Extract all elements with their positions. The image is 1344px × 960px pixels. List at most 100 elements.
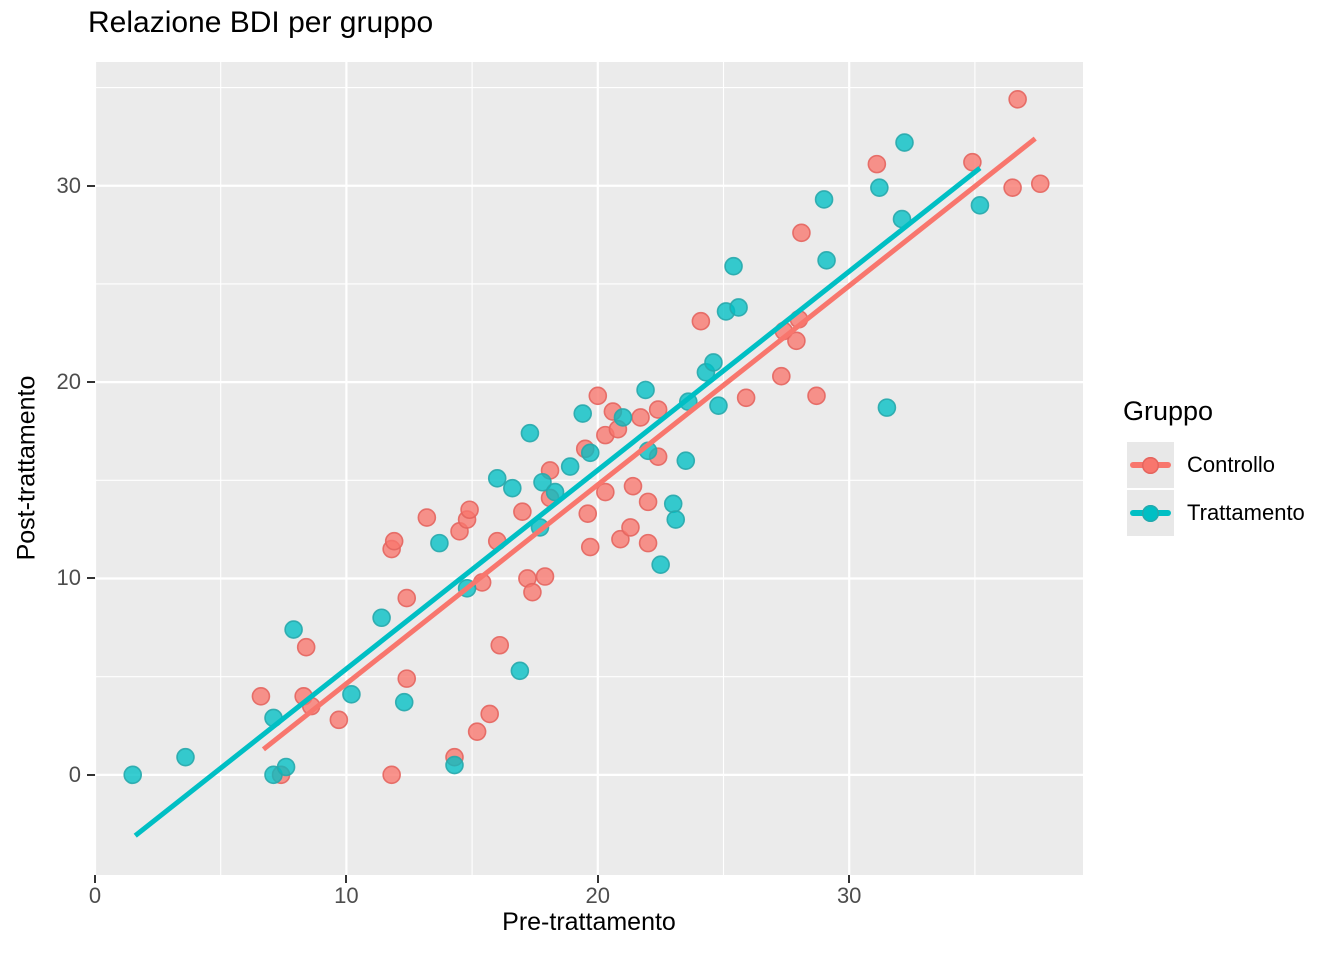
data-point-trattamento xyxy=(445,755,464,775)
x-axis-tick-label: 0 xyxy=(88,883,102,908)
data-point-trattamento xyxy=(510,661,530,681)
data-point-controllo xyxy=(467,722,487,741)
data-point-trattamento xyxy=(430,533,449,553)
data-point-trattamento xyxy=(123,765,143,785)
data-point-controllo xyxy=(329,710,349,730)
data-point-controllo xyxy=(623,476,643,496)
y-axis-tick xyxy=(87,184,95,187)
data-point-controllo xyxy=(535,567,555,586)
x-axis-tick xyxy=(848,875,851,883)
data-point-trattamento xyxy=(545,482,565,502)
data-point-trattamento xyxy=(663,494,683,514)
data-point-controllo xyxy=(1030,174,1050,194)
data-point-trattamento xyxy=(870,178,889,197)
x-axis-tick-label: 20 xyxy=(585,883,611,908)
data-point-trattamento xyxy=(970,196,990,215)
data-point-controllo xyxy=(772,366,791,386)
legend-item-label: Controllo xyxy=(1187,452,1276,477)
y-axis-tick-label: 10 xyxy=(56,565,81,591)
data-point-controllo xyxy=(792,223,811,243)
y-axis-tick xyxy=(87,773,95,776)
data-point-trattamento xyxy=(284,620,303,639)
data-point-controllo xyxy=(648,400,668,419)
data-point-controllo xyxy=(523,582,542,602)
data-point-controllo xyxy=(490,635,510,655)
data-point-controllo xyxy=(382,765,401,785)
data-point-trattamento xyxy=(520,423,540,443)
data-point-trattamento xyxy=(580,443,600,463)
data-point-trattamento xyxy=(814,190,834,209)
data-point-controllo xyxy=(867,154,887,174)
data-point-trattamento xyxy=(651,555,670,575)
data-point-trattamento xyxy=(503,478,522,498)
trend-line-controllo xyxy=(261,136,1037,752)
data-point-trattamento xyxy=(676,451,696,470)
legend-point-icon xyxy=(1142,504,1159,522)
data-point-trattamento xyxy=(636,380,655,400)
legend-item-label: Trattamento xyxy=(1187,500,1305,525)
data-point-controllo xyxy=(580,537,600,557)
data-point-controllo xyxy=(480,704,499,724)
plot-canvas xyxy=(95,62,1083,875)
y-axis-tick xyxy=(87,381,95,384)
data-point-controllo xyxy=(621,518,640,537)
data-point-controllo xyxy=(787,331,806,351)
x-axis-tick xyxy=(596,875,599,883)
plot-panel xyxy=(95,62,1083,875)
data-point-trattamento xyxy=(729,298,748,317)
data-point-controllo xyxy=(1003,178,1022,197)
data-point-controllo xyxy=(397,669,417,688)
data-point-controllo xyxy=(611,529,630,549)
data-point-trattamento xyxy=(704,353,723,372)
y-axis-tick xyxy=(87,577,95,580)
data-point-trattamento xyxy=(342,685,361,704)
data-point-controllo xyxy=(638,492,658,512)
legend-key-controllo xyxy=(1127,442,1174,488)
y-axis-tick-label: 30 xyxy=(56,172,81,198)
x-axis-title: Pre-trattamento xyxy=(502,908,676,936)
data-point-controllo xyxy=(513,502,532,522)
data-point-controllo xyxy=(963,152,982,172)
data-point-controllo xyxy=(397,588,417,608)
legend-title: Gruppo xyxy=(1123,396,1214,426)
data-point-trattamento xyxy=(560,457,580,476)
data-point-trattamento xyxy=(613,408,633,427)
data-point-trattamento xyxy=(394,692,414,712)
data-point-controllo xyxy=(578,504,598,523)
data-point-trattamento xyxy=(533,472,552,492)
data-point-controllo xyxy=(631,408,650,427)
data-point-controllo xyxy=(691,311,711,331)
data-point-controllo xyxy=(251,686,271,706)
x-axis-tick-label: 10 xyxy=(334,883,359,908)
data-point-controllo xyxy=(807,386,826,406)
data-point-trattamento xyxy=(895,133,914,152)
y-axis-title: Post-trattamento xyxy=(12,375,41,561)
data-point-trattamento xyxy=(666,510,686,529)
data-point-controllo xyxy=(588,386,608,406)
data-point-trattamento xyxy=(372,608,391,628)
x-axis-tick xyxy=(94,875,96,883)
data-point-controllo xyxy=(1008,90,1027,109)
trend-line-trattamento xyxy=(133,166,982,838)
data-point-controllo xyxy=(460,500,479,520)
data-point-controllo xyxy=(384,531,404,551)
data-point-controllo xyxy=(417,508,437,527)
y-axis-tick-label: 0 xyxy=(68,761,81,787)
x-axis-tick xyxy=(345,875,348,883)
data-point-trattamento xyxy=(276,757,296,777)
data-point-trattamento xyxy=(573,404,593,423)
data-point-trattamento xyxy=(487,469,507,488)
data-point-controllo xyxy=(296,637,316,657)
data-point-trattamento xyxy=(724,256,743,276)
data-point-trattamento xyxy=(877,398,897,417)
legend-key-trattamento xyxy=(1127,490,1174,536)
data-point-controllo xyxy=(596,482,615,502)
data-point-controllo xyxy=(736,388,756,408)
legend-point-icon xyxy=(1142,456,1159,474)
data-point-trattamento xyxy=(176,747,195,767)
data-point-controllo xyxy=(638,533,658,553)
y-axis-tick-label: 20 xyxy=(56,369,81,395)
x-axis-tick-label: 30 xyxy=(836,883,862,908)
chart-title: Relazione BDI per gruppo xyxy=(88,6,434,39)
data-point-trattamento xyxy=(709,396,728,415)
